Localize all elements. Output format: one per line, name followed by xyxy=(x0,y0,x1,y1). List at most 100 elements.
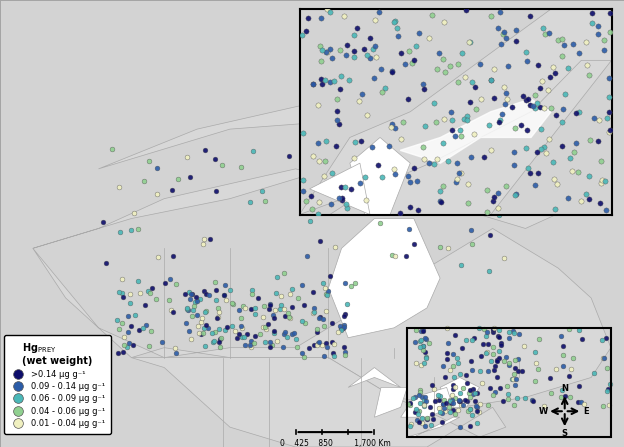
Point xyxy=(557,387,567,394)
Point xyxy=(589,370,599,377)
Point xyxy=(299,302,309,309)
Point xyxy=(323,291,333,299)
Point xyxy=(339,321,349,329)
Point xyxy=(327,319,337,326)
Point xyxy=(413,206,423,213)
Point xyxy=(213,308,223,315)
Point xyxy=(417,420,427,427)
Point xyxy=(245,199,255,206)
Point xyxy=(452,175,462,182)
Point xyxy=(437,418,447,425)
Point xyxy=(439,18,449,25)
Point xyxy=(421,354,431,361)
Point xyxy=(584,72,594,79)
Point xyxy=(438,182,448,190)
Point xyxy=(325,9,335,16)
Point xyxy=(411,327,421,334)
Point xyxy=(185,173,195,181)
Point xyxy=(504,335,514,342)
Point xyxy=(339,323,349,330)
Point xyxy=(461,6,470,13)
Point xyxy=(475,367,485,375)
Point xyxy=(573,169,583,176)
Point xyxy=(493,189,503,196)
Point xyxy=(484,121,494,128)
Polygon shape xyxy=(328,219,440,338)
Point xyxy=(340,183,350,190)
Point xyxy=(225,286,235,293)
Point xyxy=(512,26,522,33)
Point xyxy=(248,339,258,346)
Point xyxy=(253,294,263,301)
Point xyxy=(349,169,359,177)
Point xyxy=(378,202,388,209)
Polygon shape xyxy=(99,70,525,169)
Point xyxy=(197,319,207,326)
Point xyxy=(186,335,196,342)
Point xyxy=(529,397,539,405)
Point xyxy=(456,401,466,409)
Point xyxy=(484,401,494,408)
Point xyxy=(533,61,543,68)
Point xyxy=(445,63,455,70)
Point xyxy=(139,324,149,331)
Point xyxy=(324,79,334,86)
Point xyxy=(462,112,472,119)
Point xyxy=(321,343,331,350)
Point xyxy=(504,359,514,366)
Point xyxy=(492,356,502,363)
Point xyxy=(340,310,350,317)
Point xyxy=(314,338,324,346)
Point xyxy=(429,160,439,167)
Point xyxy=(313,340,323,347)
Point xyxy=(403,96,413,103)
Point xyxy=(239,333,249,341)
Point xyxy=(502,96,512,103)
Point xyxy=(448,406,458,413)
Point xyxy=(319,352,329,359)
Point xyxy=(474,409,484,416)
Point xyxy=(377,163,387,170)
Point xyxy=(429,100,439,107)
Point xyxy=(557,142,567,149)
Point xyxy=(465,406,475,413)
Point xyxy=(605,29,615,36)
Point xyxy=(359,173,369,180)
Point xyxy=(198,240,208,247)
Point xyxy=(135,289,145,296)
Point xyxy=(180,291,190,298)
Point xyxy=(182,153,192,160)
Point xyxy=(458,385,468,392)
Point xyxy=(435,392,445,400)
Point xyxy=(421,334,431,341)
Point xyxy=(424,339,434,346)
Point xyxy=(323,49,333,56)
Point xyxy=(279,269,289,276)
Point xyxy=(163,296,173,303)
Point xyxy=(485,384,495,392)
Point xyxy=(407,60,417,67)
Point xyxy=(212,314,222,321)
Polygon shape xyxy=(33,228,611,407)
Point xyxy=(520,97,530,104)
Point xyxy=(437,409,447,416)
Point xyxy=(329,77,339,84)
Point xyxy=(471,402,481,409)
Point xyxy=(492,373,502,380)
Point xyxy=(510,125,520,132)
Point xyxy=(311,329,321,336)
Point xyxy=(551,366,561,373)
Point xyxy=(245,341,255,348)
Point xyxy=(470,389,480,396)
Point xyxy=(228,301,238,308)
Point xyxy=(420,122,430,130)
Point xyxy=(530,105,540,112)
Point xyxy=(519,342,529,349)
Point xyxy=(474,325,484,332)
Point xyxy=(488,392,498,399)
Point xyxy=(499,83,509,90)
Point xyxy=(482,329,492,336)
Point xyxy=(488,325,498,333)
Polygon shape xyxy=(300,9,612,292)
Point xyxy=(450,147,460,154)
